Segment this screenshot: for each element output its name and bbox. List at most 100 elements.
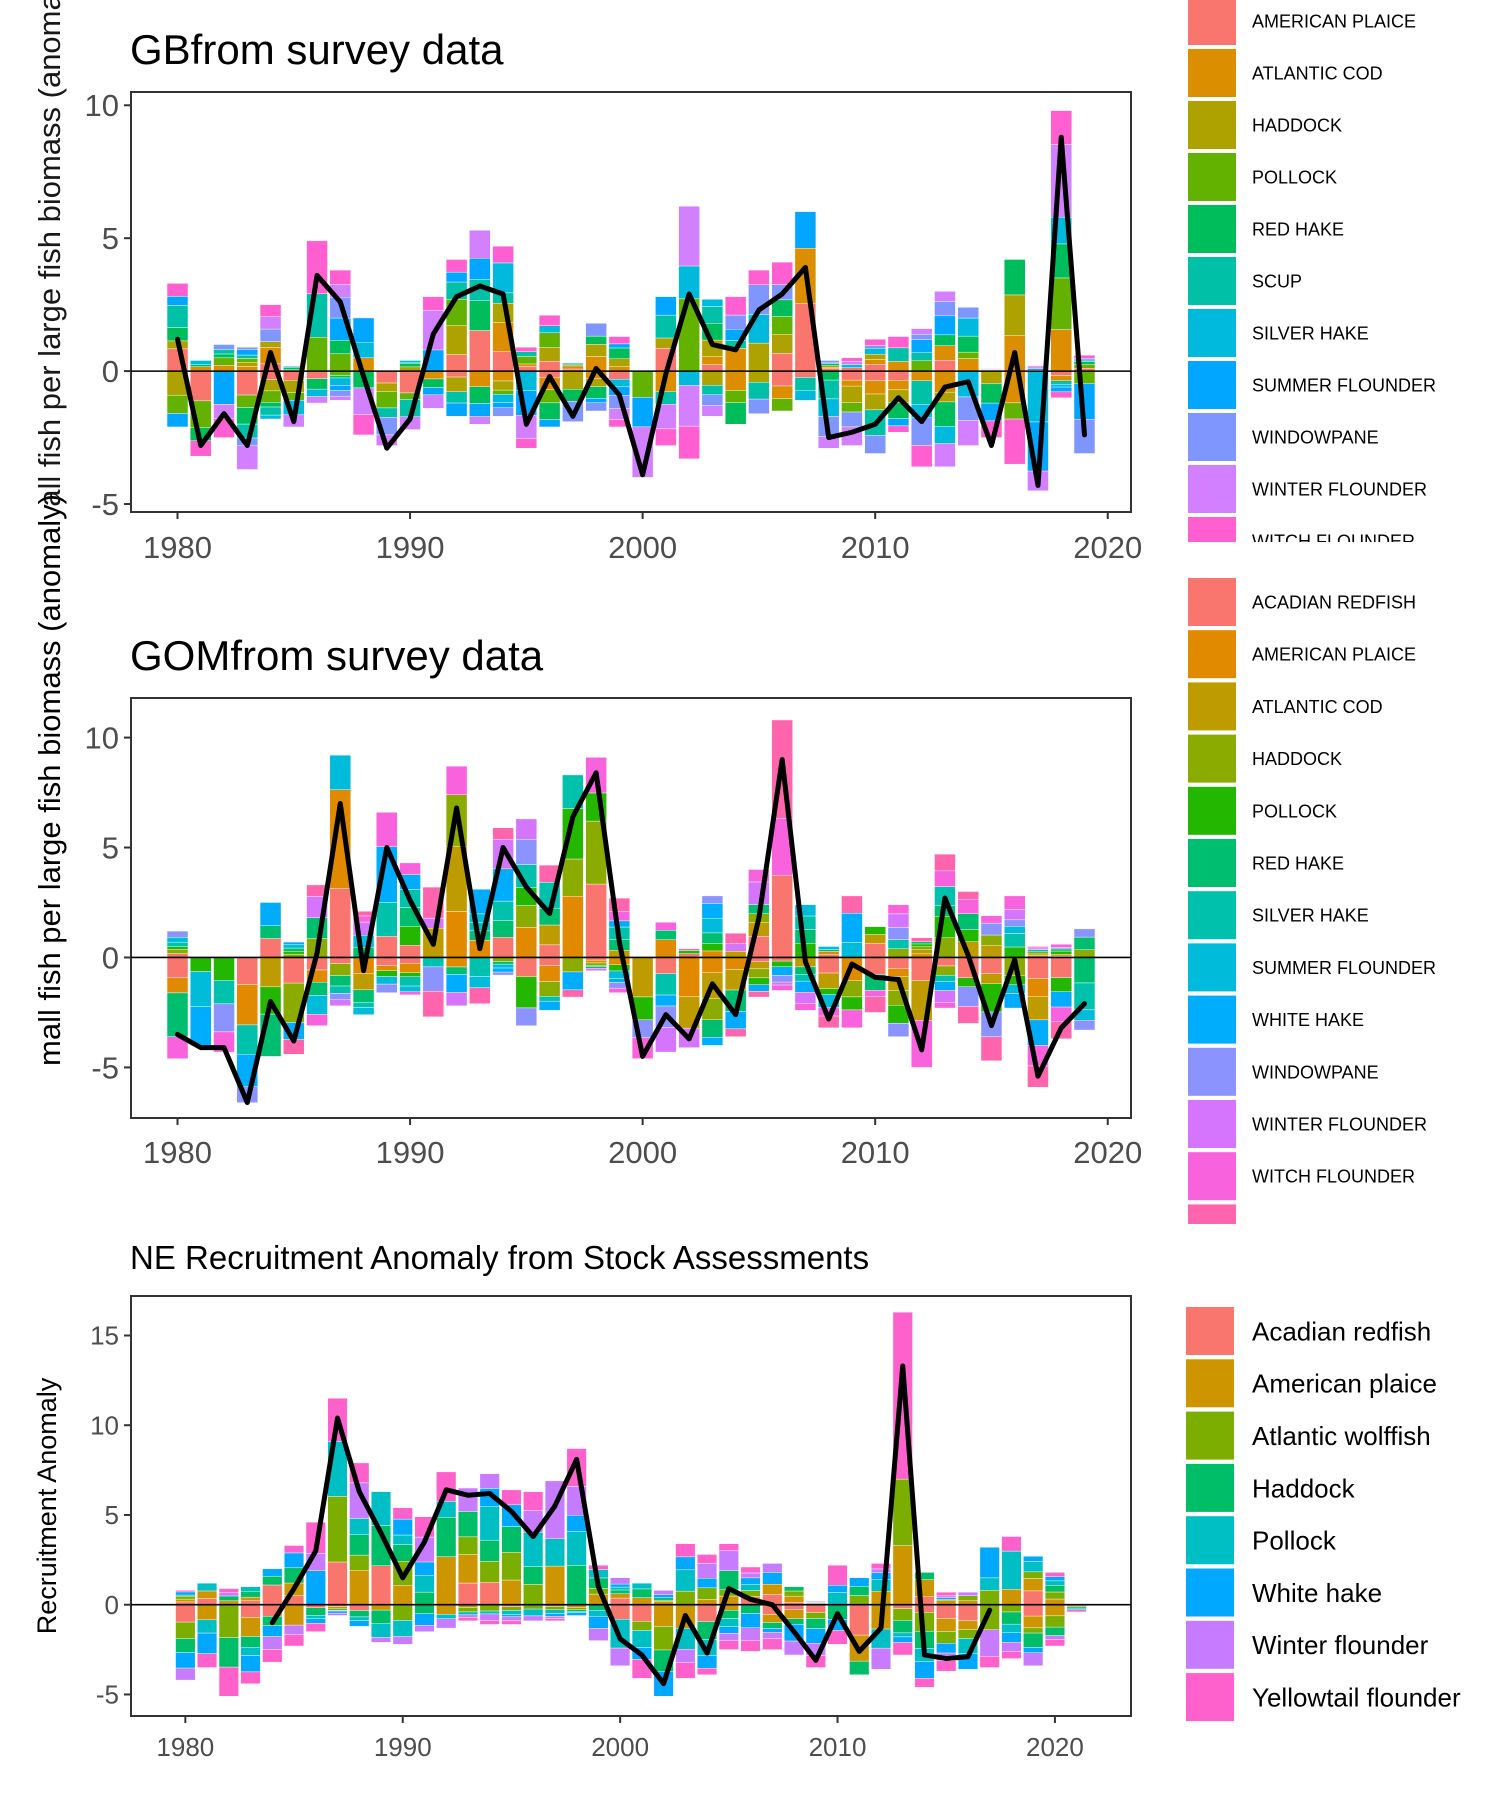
bar-segment-2005 (748, 984, 770, 992)
bar-segment-1980 (175, 1667, 196, 1681)
bar-segment-2016 (1004, 946, 1026, 958)
bar-segment-2007 (794, 992, 817, 1004)
bar-segment-1986 (306, 1014, 328, 1026)
bar-segment-1990 (399, 363, 421, 368)
bar-segment-2002 (678, 370, 700, 386)
y-tick-label: 10 (85, 88, 119, 123)
bar-segment-2014 (957, 913, 979, 930)
bar-segment-2014 (957, 335, 979, 353)
bar-segment-2005 (718, 1633, 739, 1642)
bar-segment-2010 (864, 926, 886, 935)
bars (166, 719, 1096, 1103)
bar-segment-2016 (957, 1595, 978, 1601)
bar-segment-1998 (585, 398, 607, 403)
bar-segment-1983 (236, 346, 258, 350)
legend-label: HADDOCK (1252, 749, 1342, 769)
bar-segment-2011 (887, 939, 910, 950)
bar-segment-2015 (980, 368, 1003, 370)
bar-segment-2003 (701, 957, 724, 973)
bar-segment-2011 (887, 913, 910, 928)
bar-segment-2003 (675, 1662, 696, 1679)
bar-segment-2009 (841, 402, 863, 413)
bar-segment-2003 (701, 364, 724, 372)
bar-segment-2009 (841, 996, 863, 1011)
bar-segment-2004 (697, 1563, 718, 1579)
bar-segment-1993 (469, 386, 491, 404)
legend-key (1186, 1620, 1234, 1669)
bar-segment-2015 (936, 1631, 957, 1644)
bar-segment-2009 (841, 1009, 863, 1029)
bar-segment-2017 (1027, 951, 1049, 955)
bar-segment-1996 (538, 325, 561, 334)
bar-segment-2005 (748, 342, 770, 372)
bar-segment-2006 (740, 1604, 761, 1614)
bar-segment-1989 (371, 1637, 391, 1643)
legend-label: WINDOWPANE (1252, 427, 1379, 447)
bar-segment-2011 (849, 1577, 870, 1587)
bar-segment-2009 (805, 1600, 826, 1603)
bar-segment-2002 (653, 1599, 674, 1602)
bar-segment-2019 (1023, 1561, 1044, 1573)
bar-segment-1980 (175, 1638, 196, 1653)
bar-segment-2000 (631, 370, 654, 398)
bar-segment-1999 (608, 911, 631, 922)
bar-segment-2011 (887, 957, 910, 969)
bar-segment-1996 (523, 1608, 544, 1617)
bar-segment-2009 (841, 913, 863, 943)
legend-label: Yellowtail flounder (1252, 1682, 1461, 1712)
bar-segment-1985 (284, 1545, 305, 1554)
bar-segment-2018 (1001, 1611, 1022, 1625)
bar-segment-1995 (515, 356, 538, 365)
bar-segment-1987 (329, 375, 351, 379)
bar-segment-2015 (936, 1660, 957, 1672)
bar-segment-1990 (399, 862, 421, 875)
bar-segment-2002 (678, 425, 700, 460)
legend-label: ATLANTIC COD (1252, 63, 1383, 83)
legend-key (1188, 682, 1236, 731)
bar-segment-1987 (327, 1561, 348, 1605)
bar-segment-2005 (748, 968, 770, 979)
legend-key (1188, 1100, 1236, 1148)
bar-segment-2018 (1050, 944, 1072, 948)
bar-segment-2019 (1073, 957, 1096, 984)
bar-segment-2013 (934, 401, 956, 427)
bar-segment-2015 (980, 945, 1003, 958)
bar-segment-1994 (492, 963, 514, 969)
bar-segment-1989 (371, 1491, 391, 1526)
bar-segment-2001 (631, 1582, 652, 1590)
x-tick-label: 1980 (156, 1732, 214, 1762)
legend-key (1186, 1307, 1234, 1355)
bar-segment-2005 (748, 370, 770, 383)
bar-segment-2006 (740, 1640, 761, 1652)
bar-segment-2003 (701, 306, 724, 324)
bar-segment-1993 (469, 957, 491, 977)
bar-segment-2009 (841, 411, 863, 428)
bar-segment-1997 (562, 957, 584, 973)
bar-segment-2020 (1044, 1598, 1065, 1605)
bar-segment-2013 (892, 1620, 913, 1634)
legend-label: WHITE HAKE (1252, 1010, 1364, 1030)
bar-segment-1994 (492, 402, 514, 408)
bar-segment-2004 (697, 1587, 718, 1600)
bar-segment-1998 (585, 968, 607, 971)
bar-segment-1996 (538, 402, 561, 420)
bar-segment-1983 (236, 358, 258, 363)
bar-segment-2014 (957, 307, 979, 319)
bar-segment-2013 (934, 443, 956, 468)
bar-segment-2017 (979, 1656, 1000, 1668)
chart-title: GBfrom survey data (130, 26, 504, 73)
bar-segment-2007 (762, 1572, 783, 1585)
bar-segment-2012 (911, 328, 933, 335)
bar-segment-2003 (675, 1556, 696, 1571)
panel-border (130, 697, 1132, 1119)
bar-segment-2003 (675, 1569, 696, 1592)
bar-segment-1981 (190, 364, 212, 367)
bar-segment-1983 (240, 1586, 261, 1592)
bar-segment-1998 (566, 1609, 587, 1612)
bar-segment-2007 (762, 1584, 783, 1595)
bar-segment-1987 (329, 993, 351, 1000)
bar-segment-1991 (422, 966, 444, 992)
bar-segment-1989 (376, 983, 398, 993)
bar-segment-1994 (479, 1506, 500, 1541)
bar-segment-2004 (697, 1604, 718, 1622)
